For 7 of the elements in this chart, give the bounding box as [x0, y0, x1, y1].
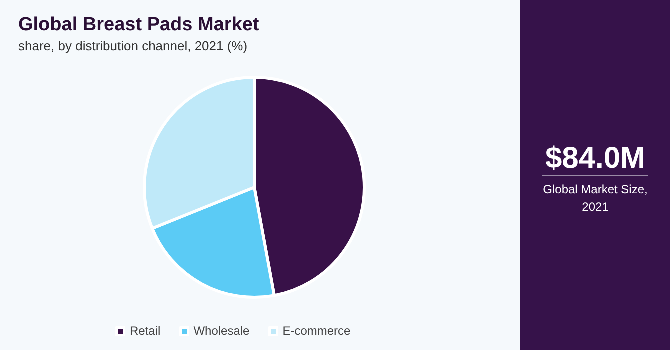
legend-label: Retail — [130, 324, 161, 338]
legend-label: Wholesale — [194, 324, 250, 338]
text: $84.0M — [545, 142, 646, 175]
legend-label: E-commerce — [282, 324, 351, 338]
text: Global Market Size, 2021 — [543, 182, 648, 214]
chart-subtitle: share, by distribution channel, 2021 (%) — [18, 38, 248, 54]
chart-title: Global Breast Pads Market — [18, 14, 260, 36]
